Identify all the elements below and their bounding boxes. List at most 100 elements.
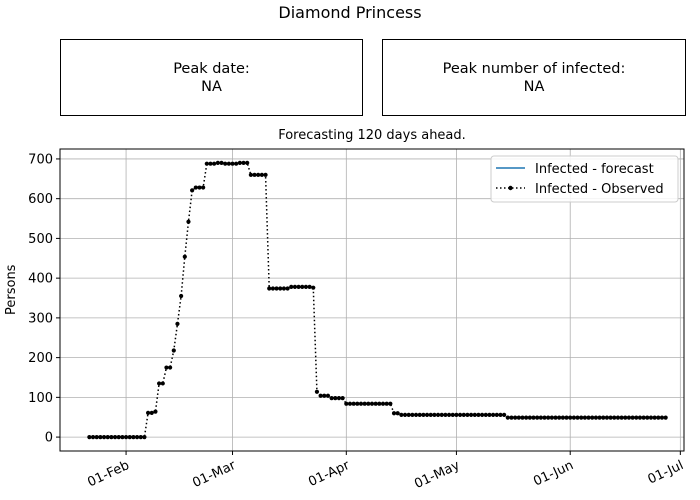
y-tick-label: 100 (28, 391, 53, 406)
observed-data-point (384, 401, 389, 406)
observed-data-point (314, 389, 320, 394)
observed-data-point (340, 396, 345, 401)
observed-data-point (457, 412, 463, 417)
observed-data-point (395, 411, 400, 416)
observed-data-point (487, 412, 492, 417)
observed-data-point (593, 415, 599, 420)
observed-data-point (446, 412, 452, 417)
observed-data-point (123, 434, 129, 440)
observed-data-point (116, 434, 121, 440)
observed-data-point (193, 185, 198, 190)
peak-number-value: NA (523, 78, 545, 95)
observed-data-point (164, 365, 169, 370)
x-tick-label: 01-Jul (646, 458, 686, 488)
observed-data-point (582, 415, 587, 420)
x-tick-label: 01-Apr (306, 458, 352, 490)
observed-data-point (524, 415, 529, 420)
peak-date-label: Peak date: (173, 60, 250, 77)
observed-data-point (197, 185, 202, 190)
legend-forecast-label: Infected - forecast (535, 162, 654, 177)
observed-data-point (127, 434, 132, 440)
observed-data-point (553, 415, 558, 420)
observed-data-point (546, 415, 551, 420)
observed-data-point (637, 415, 643, 420)
observed-data-point (105, 434, 110, 440)
observed-data-point (325, 393, 331, 398)
observed-data-point (402, 412, 408, 417)
observed-data-point (270, 286, 275, 291)
y-axis-label: Persons (4, 264, 19, 315)
observed-data-point (248, 172, 253, 177)
observed-data-point (380, 401, 386, 406)
y-tick-label: 200 (28, 351, 53, 366)
observed-data-point (190, 188, 195, 193)
observed-data-point (435, 412, 441, 417)
observed-data-point (300, 284, 305, 289)
observed-data-point (465, 412, 470, 417)
observed-data-point (406, 412, 411, 417)
observed-data-point (538, 415, 543, 420)
figure-title: Diamond Princess (278, 3, 422, 22)
observed-data-point (120, 434, 125, 440)
observed-data-point (366, 401, 371, 406)
observed-data-point (362, 401, 367, 406)
observed-data-point (252, 172, 257, 177)
peak-number-label: Peak number of infected: (442, 60, 626, 77)
observed-data-point (557, 415, 562, 420)
observed-data-point (634, 415, 639, 420)
observed-data-point (542, 415, 547, 420)
observed-data-point (443, 412, 448, 417)
observed-data-point (274, 286, 279, 291)
observed-data-point (626, 415, 632, 420)
observed-data-point (281, 286, 287, 291)
observed-data-point (296, 284, 301, 289)
observed-data-point (480, 412, 485, 417)
observed-data-point (410, 412, 415, 417)
observed-data-point (612, 415, 617, 420)
observed-data-point (472, 412, 477, 417)
observed-data-point (245, 160, 250, 166)
observed-data-point (424, 412, 430, 417)
observed-data-point (131, 434, 136, 440)
observed-data-point (590, 415, 595, 420)
observed-data-point (153, 409, 158, 414)
observed-data-point (604, 415, 610, 420)
observed-data-point (560, 415, 565, 420)
observed-data-point (615, 415, 621, 420)
observed-data-point (226, 161, 231, 166)
observed-data-point (134, 434, 140, 440)
observed-data-point (355, 401, 360, 406)
observed-data-point (505, 415, 510, 420)
observed-data-point (358, 401, 364, 406)
observed-data-point (263, 172, 268, 177)
observed-data-point (568, 415, 573, 420)
observed-data-point (168, 365, 173, 370)
observed-data-point (219, 160, 224, 166)
observed-data-point (502, 412, 507, 417)
observed-data-point (289, 284, 294, 289)
observed-data-point (267, 286, 272, 291)
observed-data-point (175, 321, 180, 326)
observed-data-point (439, 412, 444, 417)
observed-data-point (186, 219, 191, 224)
observed-data-point (333, 396, 338, 401)
observed-data-point (204, 161, 209, 166)
observed-data-point (109, 434, 114, 440)
observed-data-point (292, 284, 298, 289)
observed-data-point (112, 434, 118, 440)
legend-observed-label: Infected - Observed (535, 182, 664, 197)
observed-data-point (149, 410, 154, 415)
y-tick-label: 400 (28, 272, 53, 287)
observed-data-point (351, 401, 356, 406)
observed-data-point (256, 172, 261, 177)
observed-data-point (494, 412, 499, 417)
observed-data-point (329, 396, 334, 401)
legend-observed-marker (508, 185, 513, 191)
y-tick-label: 0 (45, 431, 53, 446)
observed-data-point (303, 284, 309, 289)
observed-data-point (601, 415, 606, 420)
observed-data-point (469, 412, 474, 417)
y-tick-label: 500 (28, 232, 53, 247)
plot-title: Forecasting 120 days ahead. (278, 128, 466, 143)
observed-data-point (336, 396, 342, 401)
